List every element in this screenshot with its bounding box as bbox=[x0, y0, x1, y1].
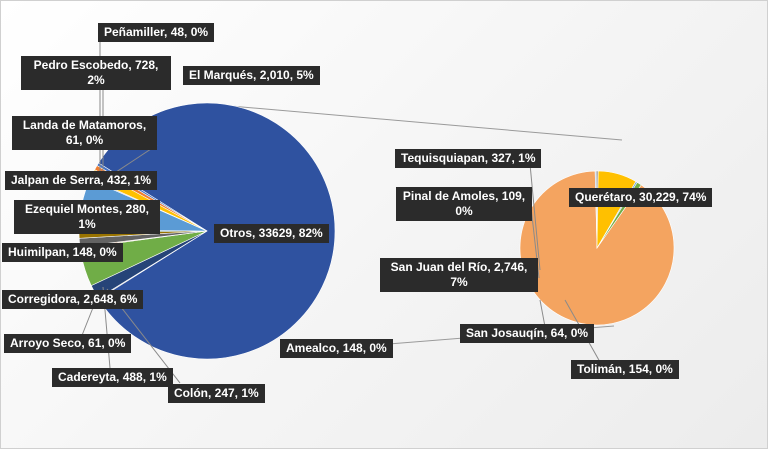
data-label-san-josauqin: San Josauqín, 64, 0% bbox=[460, 324, 595, 343]
data-label-landa-de-matamoros: Landa de Matamoros, 61, 0% bbox=[12, 116, 157, 150]
data-label-toliman: Tolimán, 154, 0% bbox=[571, 360, 679, 379]
connector-top bbox=[207, 103, 623, 141]
data-label-amealco: Amealco, 148, 0% bbox=[280, 339, 393, 358]
data-label-huimilpan: Huimilpan, 148, 0% bbox=[2, 243, 123, 262]
data-label-queretaro: Querétaro, 30,229, 74% bbox=[569, 188, 713, 207]
data-label-pedro-escobedo: Pedro Escobedo, 728, 2% bbox=[21, 56, 171, 90]
leader-tequisquiapan bbox=[529, 163, 541, 271]
data-label-otros: Otros, 33629, 82% bbox=[214, 224, 329, 243]
data-label-arroyo-seco: Arroyo Seco, 61, 0% bbox=[4, 334, 132, 353]
data-label-cadereyta: Cadereyta, 488, 1% bbox=[52, 368, 173, 387]
data-label-el-marques: El Marqués, 2,010, 5% bbox=[183, 66, 320, 85]
data-label-san-juan-del-rio: San Juan del Río, 2,746, 7% bbox=[380, 258, 538, 292]
data-label-jalpan-de-serra: Jalpan de Serra, 432, 1% bbox=[5, 171, 158, 190]
data-label-corregidora: Corregidora, 2,648, 6% bbox=[2, 290, 144, 309]
data-label-ezequiel-montes: Ezequiel Montes, 280, 1% bbox=[14, 200, 160, 234]
data-label-penamiller: Peñamiller, 48, 0% bbox=[98, 23, 215, 42]
data-label-tequisquiapan: Tequisquiapan, 327, 1% bbox=[395, 149, 542, 168]
data-label-colon: Colón, 247, 1% bbox=[168, 384, 265, 403]
data-label-pinal-de-amoles: Pinal de Amoles, 109, 0% bbox=[396, 187, 532, 221]
